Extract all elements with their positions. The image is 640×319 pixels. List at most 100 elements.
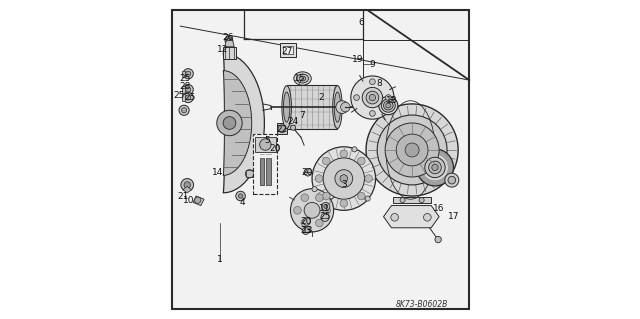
Polygon shape [280, 43, 296, 57]
Text: 25: 25 [173, 92, 184, 100]
Circle shape [304, 168, 312, 176]
Text: 20: 20 [300, 217, 312, 226]
Text: 8: 8 [376, 79, 381, 88]
Text: 1: 1 [217, 255, 223, 264]
Ellipse shape [383, 101, 393, 110]
Circle shape [186, 71, 191, 76]
Polygon shape [277, 123, 287, 134]
Text: 25: 25 [319, 212, 330, 221]
Text: 19: 19 [353, 55, 364, 64]
Ellipse shape [282, 86, 291, 129]
Circle shape [358, 192, 365, 200]
Text: 16: 16 [433, 204, 445, 213]
Polygon shape [260, 158, 264, 185]
Text: 14: 14 [212, 168, 223, 177]
Text: 28: 28 [179, 82, 191, 91]
Circle shape [377, 115, 447, 185]
Circle shape [369, 79, 375, 85]
Circle shape [419, 197, 424, 203]
Circle shape [227, 38, 231, 43]
Text: 17: 17 [447, 212, 459, 221]
Ellipse shape [436, 149, 440, 186]
Circle shape [391, 213, 399, 221]
Text: 26: 26 [222, 33, 234, 42]
Circle shape [195, 197, 201, 203]
Circle shape [278, 125, 285, 132]
Polygon shape [287, 85, 337, 129]
Circle shape [217, 110, 242, 136]
Text: 4: 4 [239, 198, 245, 207]
Circle shape [340, 199, 348, 207]
Text: 25: 25 [184, 93, 195, 102]
Text: 6: 6 [358, 19, 364, 27]
Circle shape [183, 85, 193, 95]
Circle shape [424, 213, 431, 221]
Circle shape [179, 105, 189, 115]
Text: 9: 9 [369, 60, 375, 69]
Circle shape [323, 192, 330, 200]
Ellipse shape [296, 74, 308, 83]
Circle shape [365, 196, 370, 201]
Circle shape [323, 206, 330, 214]
Circle shape [385, 123, 439, 177]
Circle shape [352, 147, 357, 152]
Circle shape [432, 164, 438, 171]
Text: 10: 10 [184, 196, 195, 205]
Circle shape [312, 147, 376, 210]
Circle shape [385, 95, 391, 100]
Circle shape [340, 150, 348, 158]
Circle shape [304, 202, 320, 218]
Circle shape [312, 187, 317, 192]
Circle shape [238, 194, 243, 198]
Ellipse shape [333, 86, 342, 129]
Circle shape [321, 213, 329, 221]
FancyBboxPatch shape [253, 134, 278, 195]
Circle shape [272, 145, 279, 152]
Circle shape [365, 175, 372, 182]
Text: 13: 13 [301, 226, 313, 235]
Text: 7: 7 [300, 111, 305, 120]
Ellipse shape [386, 103, 391, 108]
Circle shape [405, 143, 419, 157]
Ellipse shape [294, 72, 311, 85]
Circle shape [225, 37, 233, 44]
Circle shape [321, 202, 330, 211]
Ellipse shape [379, 96, 398, 115]
Polygon shape [225, 41, 234, 47]
Circle shape [183, 69, 193, 79]
Polygon shape [255, 137, 276, 152]
Circle shape [425, 157, 445, 178]
Circle shape [396, 134, 428, 166]
Polygon shape [223, 53, 264, 193]
Text: 5: 5 [265, 136, 271, 145]
Text: 23: 23 [300, 226, 312, 235]
Circle shape [366, 91, 379, 104]
Circle shape [245, 170, 253, 178]
Ellipse shape [284, 92, 290, 122]
Text: 21: 21 [177, 191, 188, 201]
Circle shape [335, 170, 353, 188]
Circle shape [303, 218, 310, 225]
Text: 22: 22 [276, 125, 287, 134]
Text: 20: 20 [301, 168, 313, 177]
Circle shape [369, 94, 376, 101]
Circle shape [291, 125, 296, 130]
Polygon shape [172, 10, 469, 309]
Text: 15: 15 [294, 74, 305, 83]
Circle shape [302, 227, 309, 234]
Text: 25: 25 [179, 74, 191, 83]
Circle shape [260, 139, 271, 150]
Circle shape [301, 219, 308, 227]
Circle shape [316, 194, 323, 202]
Text: 18: 18 [386, 96, 397, 105]
Circle shape [323, 158, 364, 199]
Ellipse shape [381, 99, 396, 112]
Text: 20: 20 [270, 144, 281, 153]
Circle shape [186, 87, 191, 92]
Text: 2: 2 [319, 93, 324, 102]
Polygon shape [266, 158, 271, 185]
Circle shape [435, 236, 442, 243]
Text: 8K73-B0602B: 8K73-B0602B [396, 300, 448, 309]
Polygon shape [223, 70, 252, 175]
Polygon shape [193, 196, 204, 205]
